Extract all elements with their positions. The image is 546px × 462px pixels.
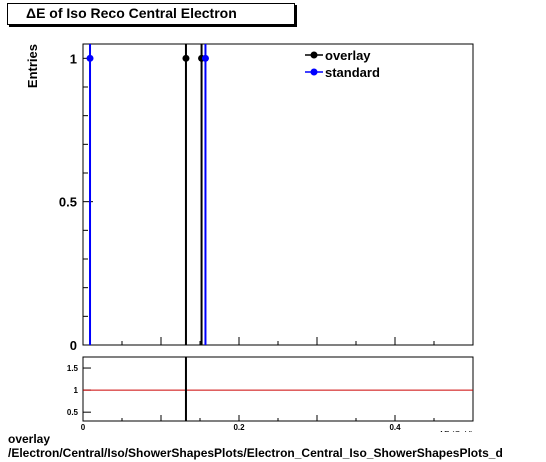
y-axis-label: Entries [25, 44, 40, 88]
ratio-y-tick-label: 1.5 [67, 364, 79, 373]
legend-label: standard [325, 65, 380, 80]
ratio-plot-frame [82, 356, 474, 422]
legend-label: overlay [325, 48, 371, 63]
footer-path: /Electron/Central/Iso/ShowerShapesPlots/… [8, 446, 503, 460]
main-plot-frame [82, 43, 474, 346]
x-tick-label: 0 [81, 423, 86, 432]
data-point-overlay [182, 54, 190, 62]
y-tick-label: 0.5 [59, 195, 77, 210]
data-point-standard [201, 54, 209, 62]
ratio-y-tick-label: 1 [74, 386, 79, 395]
x-tick-label: 0.2 [233, 423, 245, 432]
x-tick-label: 0.4 [389, 423, 401, 432]
footer-label: overlay [8, 432, 51, 446]
data-point-standard [86, 54, 94, 62]
y-tick-label: 1 [70, 51, 77, 66]
chart-title-box: ΔE of Iso Reco Central Electron [7, 3, 295, 25]
y-tick-label: 0 [70, 338, 77, 353]
x-axis-label: ΔE (GeV) [439, 430, 474, 432]
ratio-y-tick-label: 0.5 [67, 408, 79, 417]
legend-marker-overlay [310, 51, 318, 59]
legend-marker-standard [310, 68, 318, 76]
chart-title: ΔE of Iso Reco Central Electron [26, 5, 237, 21]
